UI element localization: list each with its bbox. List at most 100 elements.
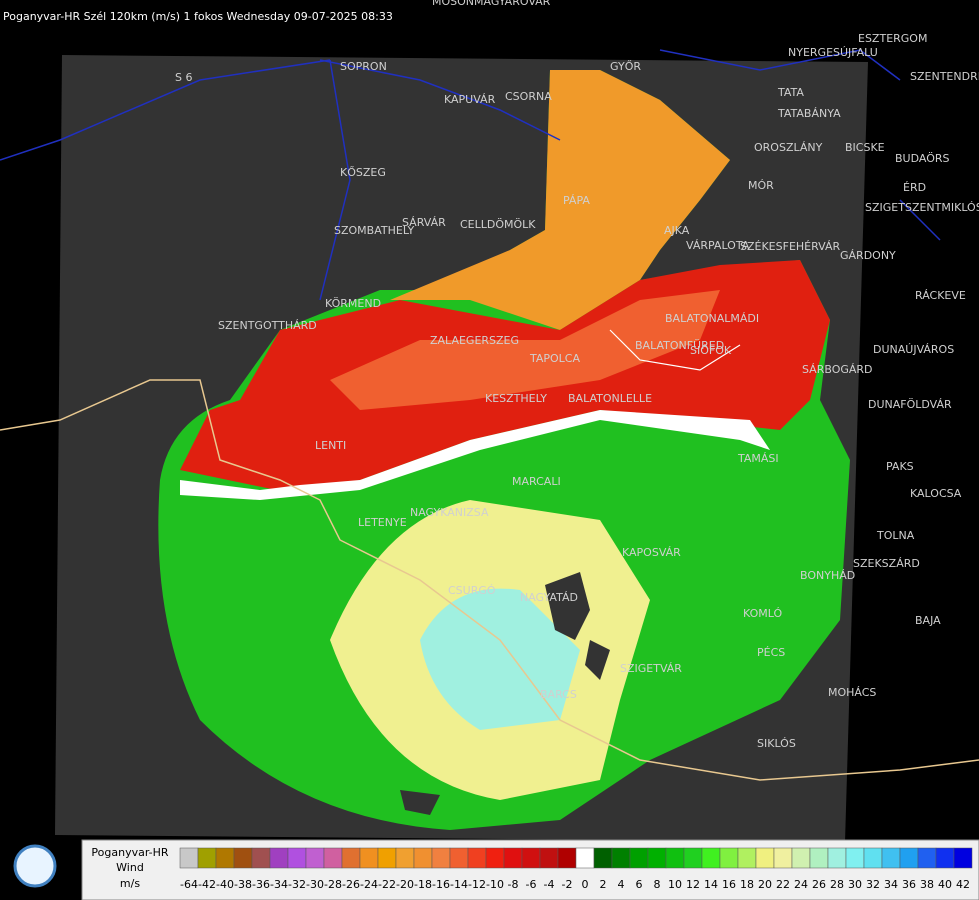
- place-label: GÁRDONY: [840, 249, 896, 262]
- legend-label: -2: [562, 878, 573, 891]
- place-label: PÉCS: [757, 646, 785, 659]
- legend-swatch: [503, 847, 523, 869]
- legend-swatch: [233, 847, 253, 869]
- legend-swatch: [557, 847, 577, 869]
- legend-swatch: [269, 847, 289, 869]
- legend-swatch: [197, 847, 217, 869]
- legend-swatch: [953, 847, 973, 869]
- place-label: PAKS: [886, 460, 914, 473]
- place-label: RÁCKEVE: [915, 289, 966, 302]
- legend-label: 2: [600, 878, 607, 891]
- legend-swatch: [341, 847, 361, 869]
- legend-swatch: [251, 847, 271, 869]
- legend-swatch: [449, 847, 469, 869]
- legend-label: -20: [396, 878, 414, 891]
- legend-swatch: [287, 847, 307, 869]
- legend-swatch: [863, 847, 883, 869]
- place-label: NAGYKANIZSA: [410, 506, 489, 519]
- legend-swatch: [845, 847, 865, 869]
- place-label: DUNAFÖLDVÁR: [868, 398, 952, 411]
- place-label: SIKLÓS: [757, 737, 796, 750]
- place-label: SZENTGOTTHÁRD: [218, 319, 317, 332]
- legend-label: -16: [432, 878, 450, 891]
- legend-swatch: [215, 847, 235, 869]
- legend-label: -26: [342, 878, 360, 891]
- legend-label: 22: [776, 878, 790, 891]
- legend-label: 8: [654, 878, 661, 891]
- place-label: PÁPA: [563, 194, 590, 207]
- legend-label: 16: [722, 878, 736, 891]
- legend-label: -40: [216, 878, 234, 891]
- place-label: ÉRD: [903, 181, 926, 194]
- legend-swatch: [665, 847, 685, 869]
- place-label: MOSONMAGYARÓVÁR: [432, 0, 551, 8]
- legend-quantity: Wind: [116, 861, 144, 874]
- lake-outline: [609, 329, 741, 371]
- legend-swatch: [179, 847, 199, 869]
- legend-label: 32: [866, 878, 880, 891]
- legend-swatch: [539, 847, 559, 869]
- place-label: BAJA: [915, 614, 941, 627]
- legend-swatch: [701, 847, 721, 869]
- legend-label: 38: [920, 878, 934, 891]
- legend-swatch: [593, 847, 613, 869]
- place-label: KESZTHELY: [485, 392, 547, 405]
- legend-label: -6: [526, 878, 537, 891]
- legend-label: -30: [306, 878, 324, 891]
- legend-swatch: [827, 847, 847, 869]
- place-label: CELLDÖMÖLK: [460, 218, 536, 231]
- place-label: S 6: [175, 71, 192, 84]
- legend-label: -34: [270, 878, 288, 891]
- legend-label: 20: [758, 878, 772, 891]
- place-label: BALATONLELLE: [568, 392, 652, 405]
- legend-swatch: [917, 847, 937, 869]
- legend-label: -12: [468, 878, 486, 891]
- legend-label: 34: [884, 878, 898, 891]
- legend-swatch: [323, 847, 343, 869]
- place-label: ZALAEGERSZEG: [430, 334, 519, 347]
- legend-swatch: [305, 847, 325, 869]
- place-label: BALATONFÜRED: [635, 339, 724, 352]
- legend-label: 36: [902, 878, 916, 891]
- legend-swatch: [737, 847, 757, 869]
- place-label: MOHÁCS: [828, 686, 876, 699]
- legend-label: -64: [180, 878, 198, 891]
- place-label: KŐSZEG: [340, 165, 386, 179]
- legend-swatch: [431, 847, 451, 869]
- legend-swatch: [755, 847, 775, 869]
- title: Poganyvar-HR Szél 120km (m/s) 1 fokos We…: [3, 10, 393, 23]
- place-label: KÖRMEND: [325, 297, 381, 310]
- place-label: TATA: [777, 86, 804, 99]
- place-label: BALATONALMÁDI: [665, 312, 759, 325]
- place-label: VÁRPALOTA: [686, 239, 750, 252]
- legend-label: 24: [794, 878, 808, 891]
- place-label: SÁRBOGÁRD: [802, 363, 873, 376]
- place-label: DUNAÚJVÁROS: [873, 343, 954, 356]
- place-label: ESZTERGOM: [858, 32, 927, 45]
- legend-swatch: [683, 847, 703, 869]
- legend-unit: m/s: [120, 877, 140, 890]
- place-label: LETENYE: [358, 516, 407, 529]
- place-label: LENTI: [315, 439, 346, 452]
- legend-swatch: [359, 847, 379, 869]
- place-label: GYŐR: [610, 59, 641, 73]
- echo-white: [180, 410, 770, 500]
- place-label: KALOCSA: [910, 487, 962, 500]
- place-label: TAPOLCA: [529, 352, 580, 365]
- place-label: SZEKSZÁRD: [853, 557, 920, 570]
- legend-label: -10: [486, 878, 504, 891]
- legend-label: -32: [288, 878, 306, 891]
- place-label: SIÓFOK: [690, 344, 732, 357]
- legend-swatch: [647, 847, 667, 869]
- legend-label: 30: [848, 878, 862, 891]
- legend-label: -28: [324, 878, 342, 891]
- echo-cyan: [420, 588, 580, 730]
- place-label: TATABÁNYA: [777, 107, 841, 120]
- place-label: BICSKE: [845, 141, 885, 154]
- legend-swatch: [719, 847, 739, 869]
- legend-label: 18: [740, 878, 754, 891]
- legend-label: 10: [668, 878, 682, 891]
- place-label: SZIGETSZENTMIKLÓS: [865, 201, 979, 214]
- place-label: CSURGÓ: [448, 584, 496, 597]
